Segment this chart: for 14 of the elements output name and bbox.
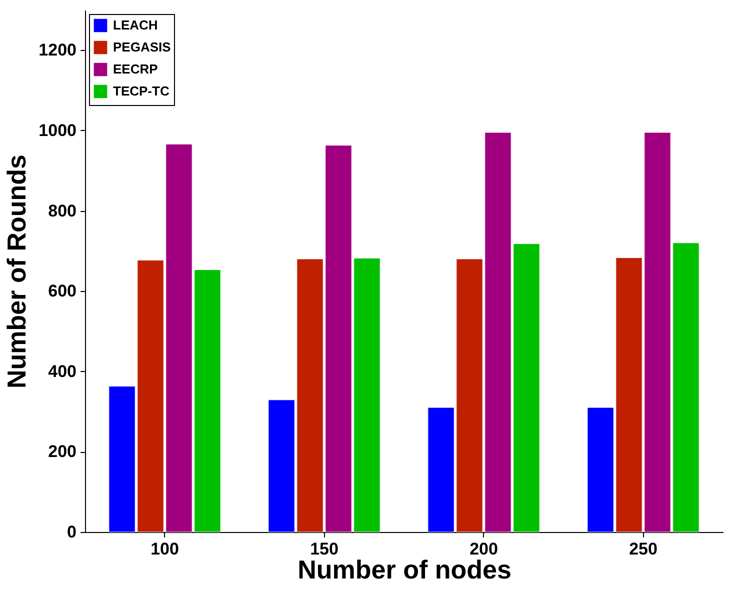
y-tick-label: 400: [48, 362, 76, 381]
x-tick-label: 100: [150, 540, 179, 558]
legend-label: PEGASIS: [113, 40, 172, 54]
y-tick-label: 600: [48, 282, 76, 301]
y-tick-label: 200: [48, 442, 76, 462]
y-axis-title: Number of Rounds: [2, 154, 32, 388]
y-tick-label: 1200: [38, 40, 76, 60]
legend-label: LEACH: [113, 18, 158, 32]
legend-label: TECP-TC: [113, 84, 170, 98]
y-tick-label: 1000: [38, 120, 76, 140]
y-tick-label: 800: [48, 201, 76, 220]
legend-label: EECRP: [113, 62, 158, 76]
y-tick-label: 0: [67, 522, 76, 542]
x-tick-label: 250: [629, 540, 658, 558]
